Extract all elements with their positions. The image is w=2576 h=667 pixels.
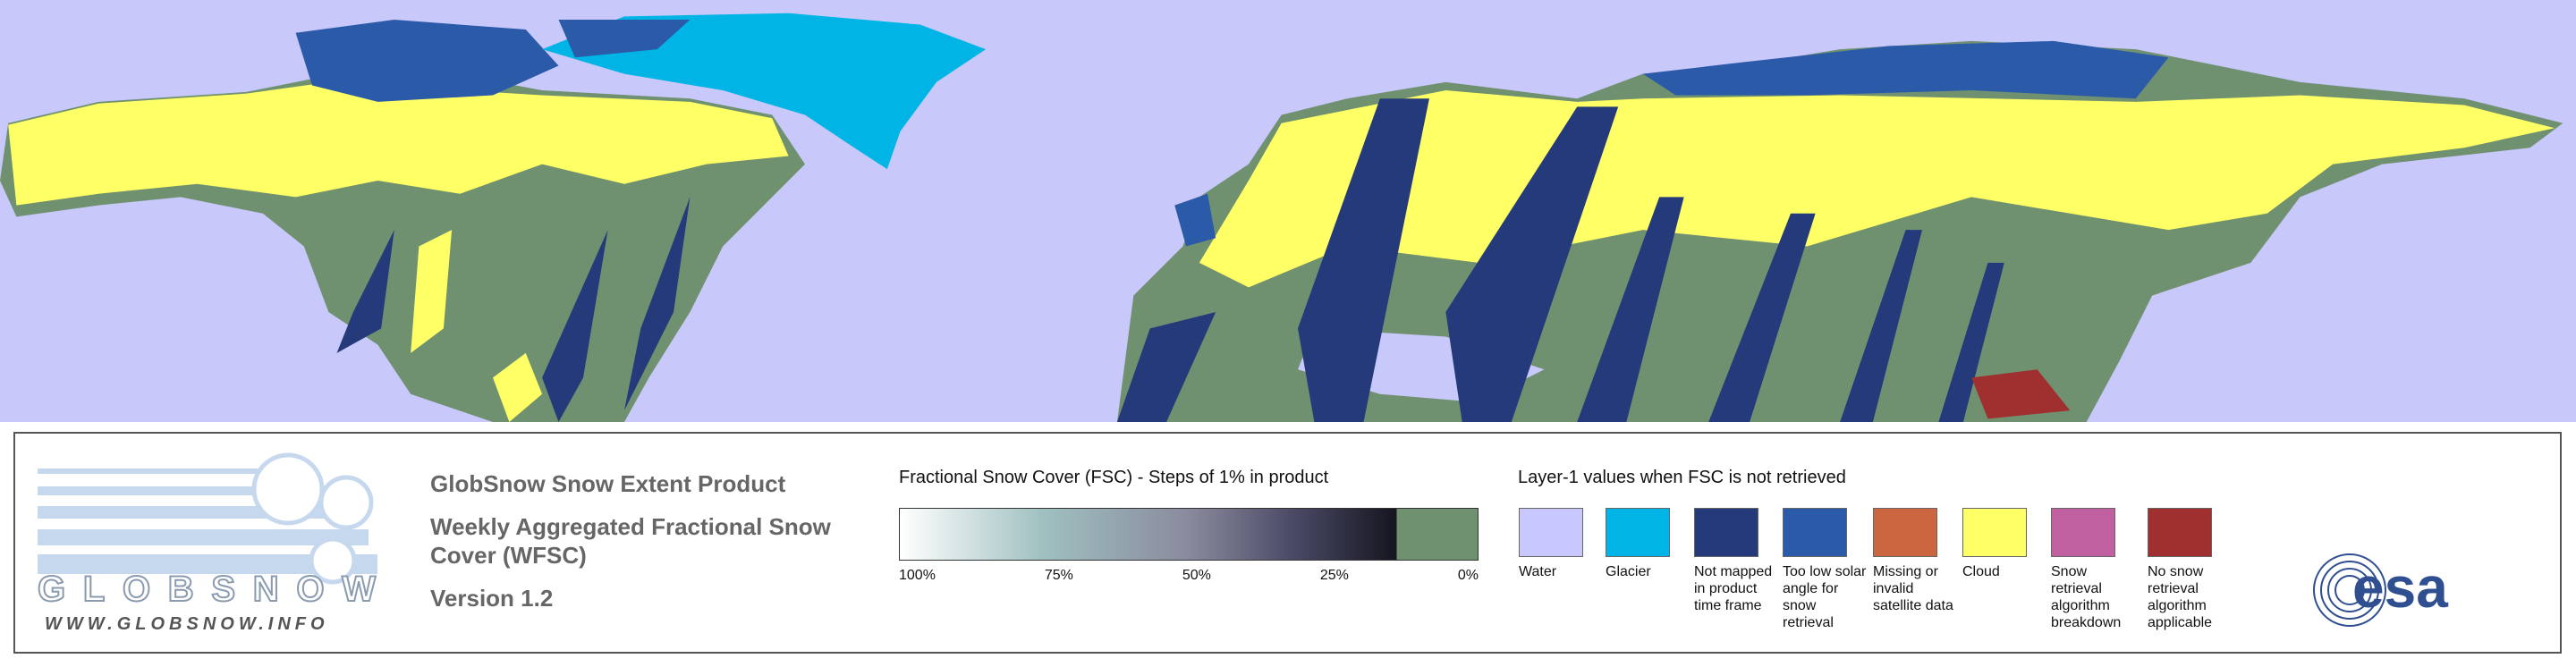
legend-label: Water [1519,564,1557,579]
legend-label: Snow retrieval algorithm breakdown [2051,564,2122,630]
colorbar-tick-label: 100% [899,568,936,583]
product-version: Version 1.2 [430,585,554,612]
colorbar-tick-label: 25% [1319,568,1349,583]
globsnow-logo: GLOBSNOW WWW.GLOBSNOW.INFO [38,452,377,634]
legend-swatch [1606,508,1670,557]
colorbar [899,508,1479,561]
product-title: GlobSnow Snow Extent Product [430,470,786,497]
legend-label: Glacier [1606,564,1651,579]
legend-label: Too low solar angle for snow retrieval [1783,564,1867,630]
legend-label: No snow retrieval algorithm applicable [2148,564,2213,630]
legend-panel: GLOBSNOW WWW.GLOBSNOW.INFO GlobSnow Snow… [13,432,2562,654]
layer1-title: Layer-1 values when FSC is not retrieved [1518,468,1846,487]
esa-logo: esa [2313,553,2448,627]
logo-url: WWW.GLOBSNOW.INFO [45,614,329,634]
legend-swatch [2051,508,2115,557]
legend-label: Not mapped in product time frame [1694,564,1773,613]
colorbar-tick-label: 50% [1182,568,1211,583]
esa-text: esa [2352,555,2448,620]
legend-swatch [1873,508,1937,557]
colorbar-tick-label: 75% [1044,568,1073,583]
legend-swatch [1962,508,2027,557]
legend-label: Cloud [1962,564,2000,579]
colorbar-ticks: 100% 75% 50% 25% 0% [899,568,1479,584]
colorbar-tick-label: 0% [1457,568,1479,583]
legend-swatch [2148,508,2212,557]
legend-label: Missing or invalid satellite data [1873,564,1953,613]
colorbar-title: Fractional Snow Cover (FSC) - Steps of 1… [899,468,1329,487]
snow-map [0,0,2576,422]
legend-swatch [1783,508,1847,557]
product-subtitle: Weekly Aggregated Fractional Snow Cover … [430,513,831,569]
legend-swatch [1694,508,1758,557]
legend-swatch [1519,508,1583,557]
